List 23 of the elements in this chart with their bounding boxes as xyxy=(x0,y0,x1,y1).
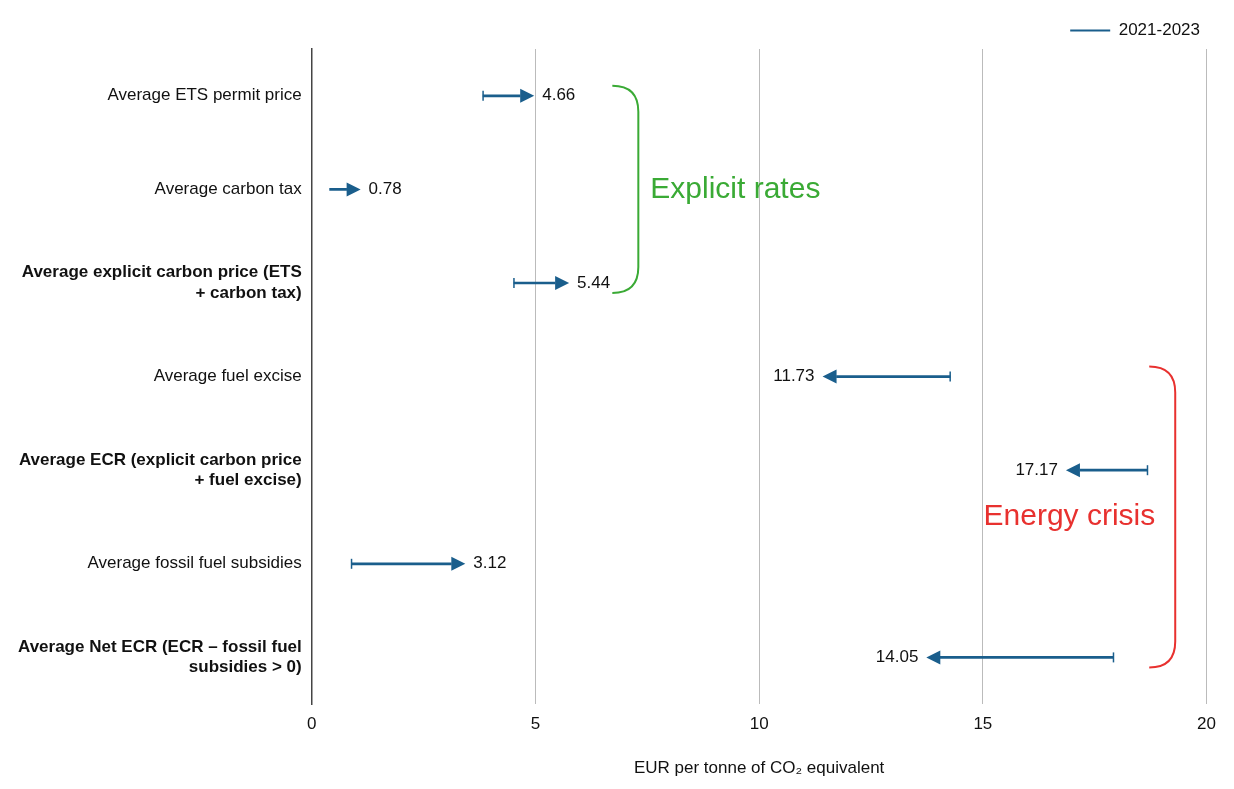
data-label: 17.17 xyxy=(1015,459,1058,479)
x-tick-label: 15 xyxy=(973,714,993,734)
data-label: 14.05 xyxy=(875,647,919,667)
y-tick-label: Average carbon tax xyxy=(154,179,303,199)
x-tick-label: 0 xyxy=(306,714,317,734)
y-tick-label: Average ECR (explicit carbon price + fuel excise) xyxy=(18,449,302,490)
x-tick-label: 5 xyxy=(530,714,541,734)
x-tick-label: 10 xyxy=(749,714,769,734)
y-tick-label: Average fuel excise xyxy=(153,366,302,386)
data-label: 5.44 xyxy=(577,272,611,292)
legend-label: 2021-2023 xyxy=(1118,20,1201,40)
data-label: 0.78 xyxy=(368,179,402,199)
data-label: 3.12 xyxy=(473,553,507,573)
y-tick-label: Average ETS permit price xyxy=(107,85,302,105)
data-label: 4.66 xyxy=(542,85,576,105)
y-tick-label: Average explicit carbon price (ETS + carbon tax) xyxy=(21,262,302,302)
annotation: Energy crisis xyxy=(983,498,1156,532)
y-tick-label: Average fossil fuel subsidies xyxy=(87,553,302,573)
x-axis-title: EUR per tonne of CO₂ equivalent xyxy=(633,758,885,778)
annotation: Explicit rates xyxy=(650,170,821,204)
data-label: 11.73 xyxy=(773,366,815,386)
y-tick-label: Average Net ECR (ECR – fossil fuel subsidies > 0) xyxy=(17,636,302,677)
x-tick-label: 20 xyxy=(1197,714,1217,734)
